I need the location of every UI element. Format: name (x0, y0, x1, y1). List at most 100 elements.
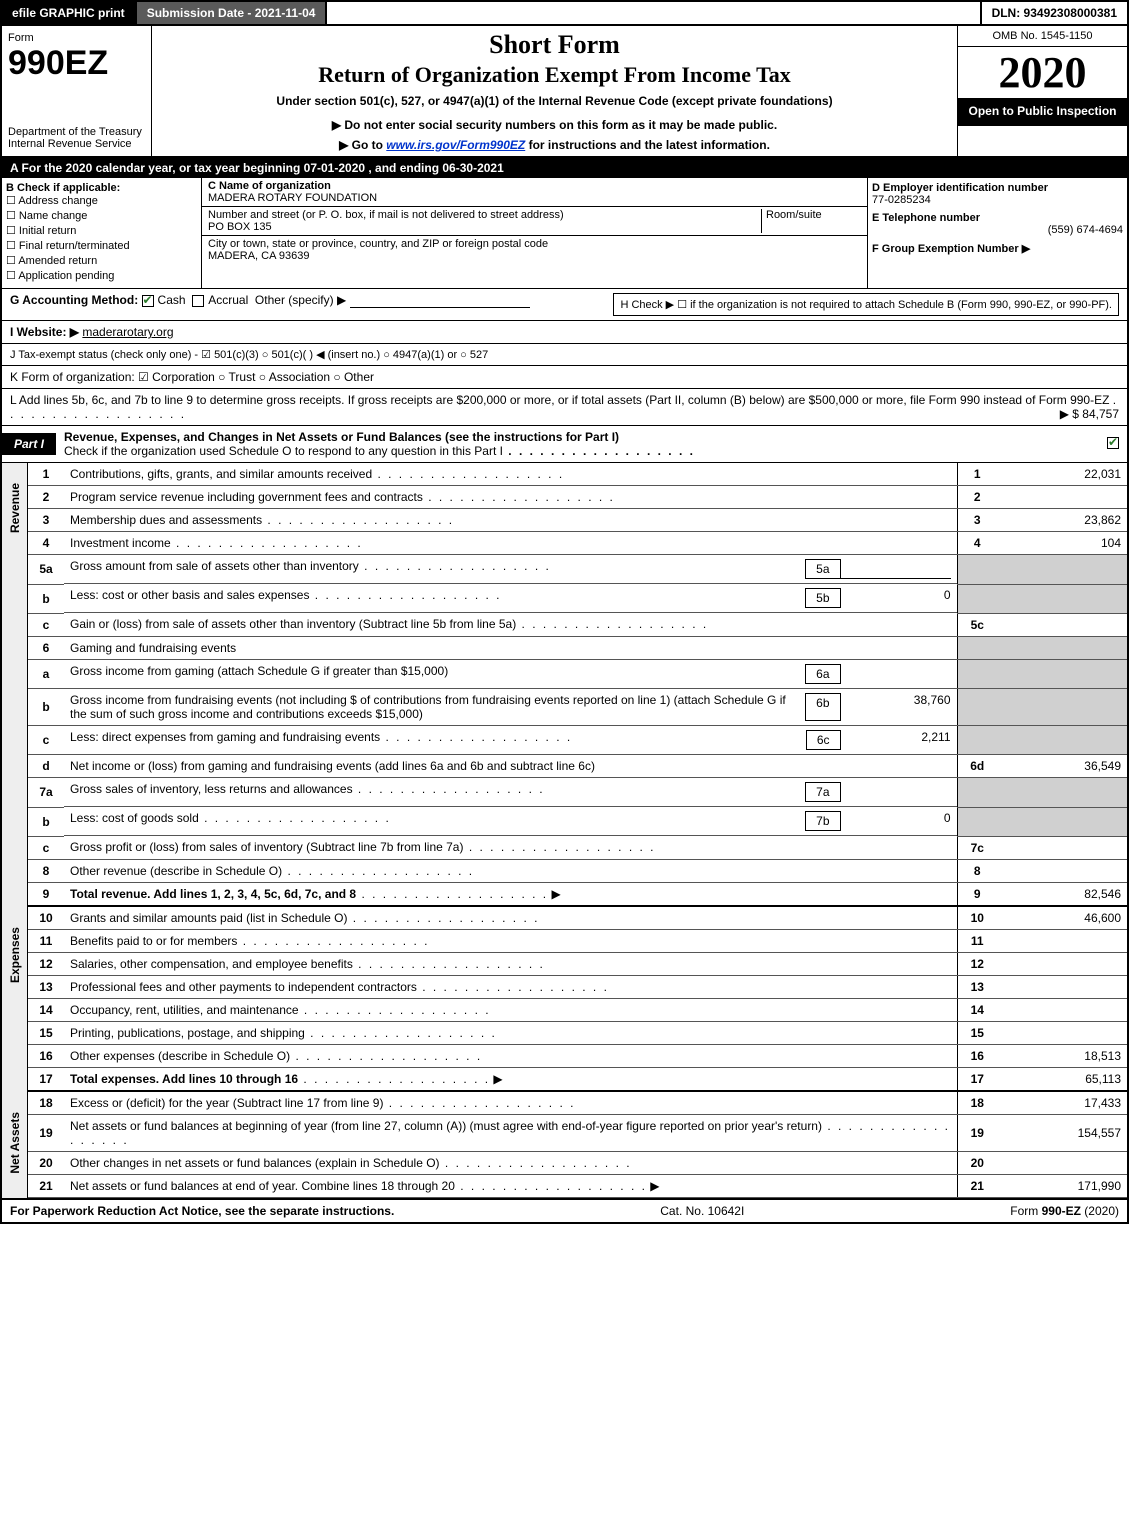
part1-bar: Part I Revenue, Expenses, and Changes in… (0, 426, 1129, 463)
ein-value: 77-0285234 (872, 194, 1123, 206)
chk-final-return[interactable]: Final return/terminated (6, 239, 197, 252)
footer-right: Form 990-EZ (2020) (1010, 1204, 1119, 1218)
line-12: 12Salaries, other compensation, and empl… (28, 952, 1127, 975)
line-19: 19Net assets or fund balances at beginni… (28, 1114, 1127, 1151)
tel-label: E Telephone number (872, 212, 1123, 224)
section-def: D Employer identification number 77-0285… (867, 178, 1127, 288)
line-6: 6Gaming and fundraising events (28, 636, 1127, 659)
chk-application-pending[interactable]: Application pending (6, 269, 197, 282)
line-5a: 5aGross amount from sale of assets other… (28, 555, 1127, 585)
line-5b: bLess: cost or other basis and sales exp… (28, 584, 1127, 613)
b-title: B Check if applicable: (6, 182, 120, 194)
line-9: 9Total revenue. Add lines 1, 2, 3, 4, 5c… (28, 882, 1127, 906)
tel-value: (559) 674-4694 (872, 224, 1123, 236)
short-form-title: Short Form (160, 30, 949, 60)
part1-title: Revenue, Expenses, and Changes in Net As… (64, 430, 619, 444)
line-7a: 7aGross sales of inventory, less returns… (28, 778, 1127, 808)
row-l: L Add lines 5b, 6c, and 7b to line 9 to … (0, 389, 1129, 426)
l-text: L Add lines 5b, 6c, and 7b to line 9 to … (10, 393, 1109, 407)
netassets-tab: Net Assets (2, 1092, 28, 1198)
chk-amended-return[interactable]: Amended return (6, 254, 197, 267)
top-bar: efile GRAPHIC print Submission Date - 20… (0, 0, 1129, 26)
g-label: G Accounting Method: (10, 293, 138, 307)
dept-label: Department of the Treasury (8, 126, 145, 138)
city-label: City or town, state or province, country… (208, 238, 548, 250)
line-6d: dNet income or (loss) from gaming and fu… (28, 755, 1127, 778)
efile-label[interactable]: efile GRAPHIC print (2, 2, 137, 24)
goto-instructions: ▶ Go to www.irs.gov/Form990EZ for instru… (160, 138, 949, 152)
line-5c: cGain or (loss) from sale of assets othe… (28, 613, 1127, 636)
part1-sub: Check if the organization used Schedule … (64, 444, 503, 458)
line-8: 8Other revenue (describe in Schedule O)8 (28, 859, 1127, 882)
revenue-block: Revenue 1Contributions, gifts, grants, a… (0, 463, 1129, 907)
line-4: 4Investment income4104 (28, 532, 1127, 555)
line-21: 21Net assets or fund balances at end of … (28, 1174, 1127, 1197)
expenses-block: Expenses 10Grants and similar amounts pa… (0, 907, 1129, 1092)
row-g-h: G Accounting Method: Cash Accrual Other … (0, 289, 1129, 321)
row-k: K Form of organization: ☑ Corporation ○ … (0, 366, 1129, 389)
street-value: PO BOX 135 (208, 221, 272, 233)
h-box: H Check ▶ ☐ if the organization is not r… (613, 293, 1119, 316)
group-label: F Group Exemption Number ▶ (872, 242, 1123, 255)
footer-catno: Cat. No. 10642I (660, 1204, 744, 1218)
submission-date: Submission Date - 2021-11-04 (137, 2, 328, 24)
other-specify-input[interactable] (350, 294, 530, 308)
line-14: 14Occupancy, rent, utilities, and mainte… (28, 998, 1127, 1021)
under-section: Under section 501(c), 527, or 4947(a)(1)… (160, 94, 949, 108)
room-label: Room/suite (766, 209, 822, 221)
part1-schedule-o-chk[interactable] (1107, 437, 1119, 449)
info-block: B Check if applicable: Address change Na… (0, 178, 1129, 289)
return-title: Return of Organization Exempt From Incom… (160, 62, 949, 88)
section-b: B Check if applicable: Address change Na… (2, 178, 202, 288)
line-6b: bGross income from fundraising events (n… (28, 689, 1127, 726)
line-16: 16Other expenses (describe in Schedule O… (28, 1044, 1127, 1067)
i-label: I Website: ▶ (10, 325, 79, 339)
website-value[interactable]: maderarotary.org (82, 325, 173, 339)
line-17: 17Total expenses. Add lines 10 through 1… (28, 1067, 1127, 1091)
line-2: 2Program service revenue including gover… (28, 486, 1127, 509)
irs-label: Internal Revenue Service (8, 138, 145, 150)
line-6c: cLess: direct expenses from gaming and f… (28, 726, 1127, 755)
section-c: C Name of organization MADERA ROTARY FOU… (202, 178, 867, 288)
footer-left: For Paperwork Reduction Act Notice, see … (10, 1204, 394, 1218)
form-number: 990EZ (8, 44, 145, 83)
open-inspection: Open to Public Inspection (958, 98, 1127, 126)
chk-cash[interactable] (142, 295, 154, 307)
org-name: MADERA ROTARY FOUNDATION (208, 192, 377, 204)
line-13: 13Professional fees and other payments t… (28, 975, 1127, 998)
line-7c: cGross profit or (loss) from sales of in… (28, 836, 1127, 859)
ein-label: D Employer identification number (872, 182, 1123, 194)
chk-accrual[interactable] (192, 295, 204, 307)
form-label: Form (8, 32, 145, 44)
line-20: 20Other changes in net assets or fund ba… (28, 1151, 1127, 1174)
revenue-tab: Revenue (2, 463, 28, 907)
line-7b: bLess: cost of goods sold7b0 (28, 807, 1127, 836)
row-j: J Tax-exempt status (check only one) - ☑… (0, 344, 1129, 366)
line-1: 1Contributions, gifts, grants, and simil… (28, 463, 1127, 486)
line-11: 11Benefits paid to or for members11 (28, 929, 1127, 952)
row-a-period: A For the 2020 calendar year, or tax yea… (0, 158, 1129, 178)
line-15: 15Printing, publications, postage, and s… (28, 1021, 1127, 1044)
expenses-tab: Expenses (2, 907, 28, 1092)
dln-label: DLN: 93492308000381 (980, 2, 1127, 24)
netassets-block: Net Assets 18Excess or (deficit) for the… (0, 1092, 1129, 1200)
irs-link[interactable]: www.irs.gov/Form990EZ (386, 138, 525, 152)
chk-initial-return[interactable]: Initial return (6, 224, 197, 237)
omb-number: OMB No. 1545-1150 (958, 26, 1127, 47)
row-i: I Website: ▶ maderarotary.org (0, 321, 1129, 344)
part1-tag: Part I (2, 433, 56, 455)
ssn-warning: ▶ Do not enter social security numbers o… (160, 118, 949, 132)
tax-year: 2020 (958, 47, 1127, 98)
line-6a: aGross income from gaming (attach Schedu… (28, 659, 1127, 689)
street-label: Number and street (or P. O. box, if mail… (208, 209, 564, 221)
form-header: Form 990EZ Department of the Treasury In… (0, 26, 1129, 158)
line-3: 3Membership dues and assessments323,862 (28, 509, 1127, 532)
c-name-label: C Name of organization (208, 180, 331, 192)
chk-address-change[interactable]: Address change (6, 194, 197, 207)
footer: For Paperwork Reduction Act Notice, see … (0, 1200, 1129, 1224)
line-10: 10Grants and similar amounts paid (list … (28, 907, 1127, 930)
line-18: 18Excess or (deficit) for the year (Subt… (28, 1092, 1127, 1115)
chk-name-change[interactable]: Name change (6, 209, 197, 222)
l-amount: ▶ $ 84,757 (1060, 407, 1119, 421)
city-value: MADERA, CA 93639 (208, 250, 310, 262)
